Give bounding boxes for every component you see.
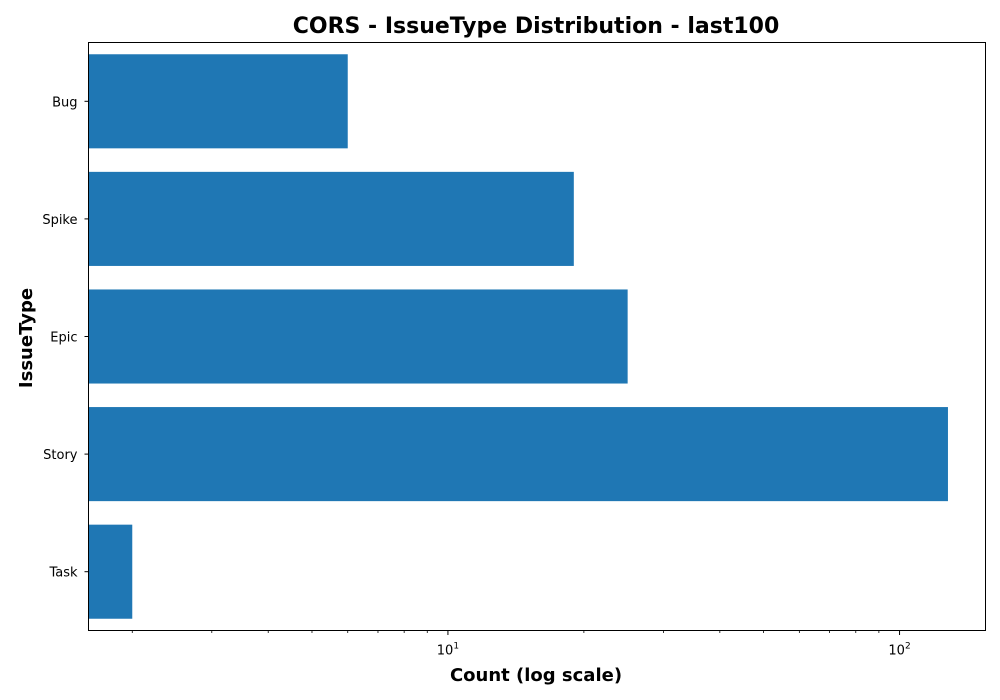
bar-bug [88,54,348,149]
x-axis-ticks: 101 102 [131,630,911,659]
bar-task [88,524,133,619]
bar-spike [88,171,574,266]
y-tick-label: Task [48,566,78,581]
plot-frame [88,42,986,631]
y-tick-label: Spike [42,213,77,228]
y-tick-label: Story [43,448,78,463]
chart-title: CORS - IssueType Distribution - last100 [293,14,780,39]
y-axis-label: IssueType [16,288,37,388]
x-axis-label: Count (log scale) [450,665,622,686]
x-tick-label: 101 [437,642,459,659]
bar-story [88,407,948,502]
y-axis-ticks: Bug Spike Epic Story Task [42,95,89,581]
y-tick-label: Bug [52,95,77,110]
bar-epic [88,289,628,384]
bar-group [88,54,948,619]
y-tick-label: Epic [50,331,77,346]
x-tick-label: 102 [888,642,910,659]
